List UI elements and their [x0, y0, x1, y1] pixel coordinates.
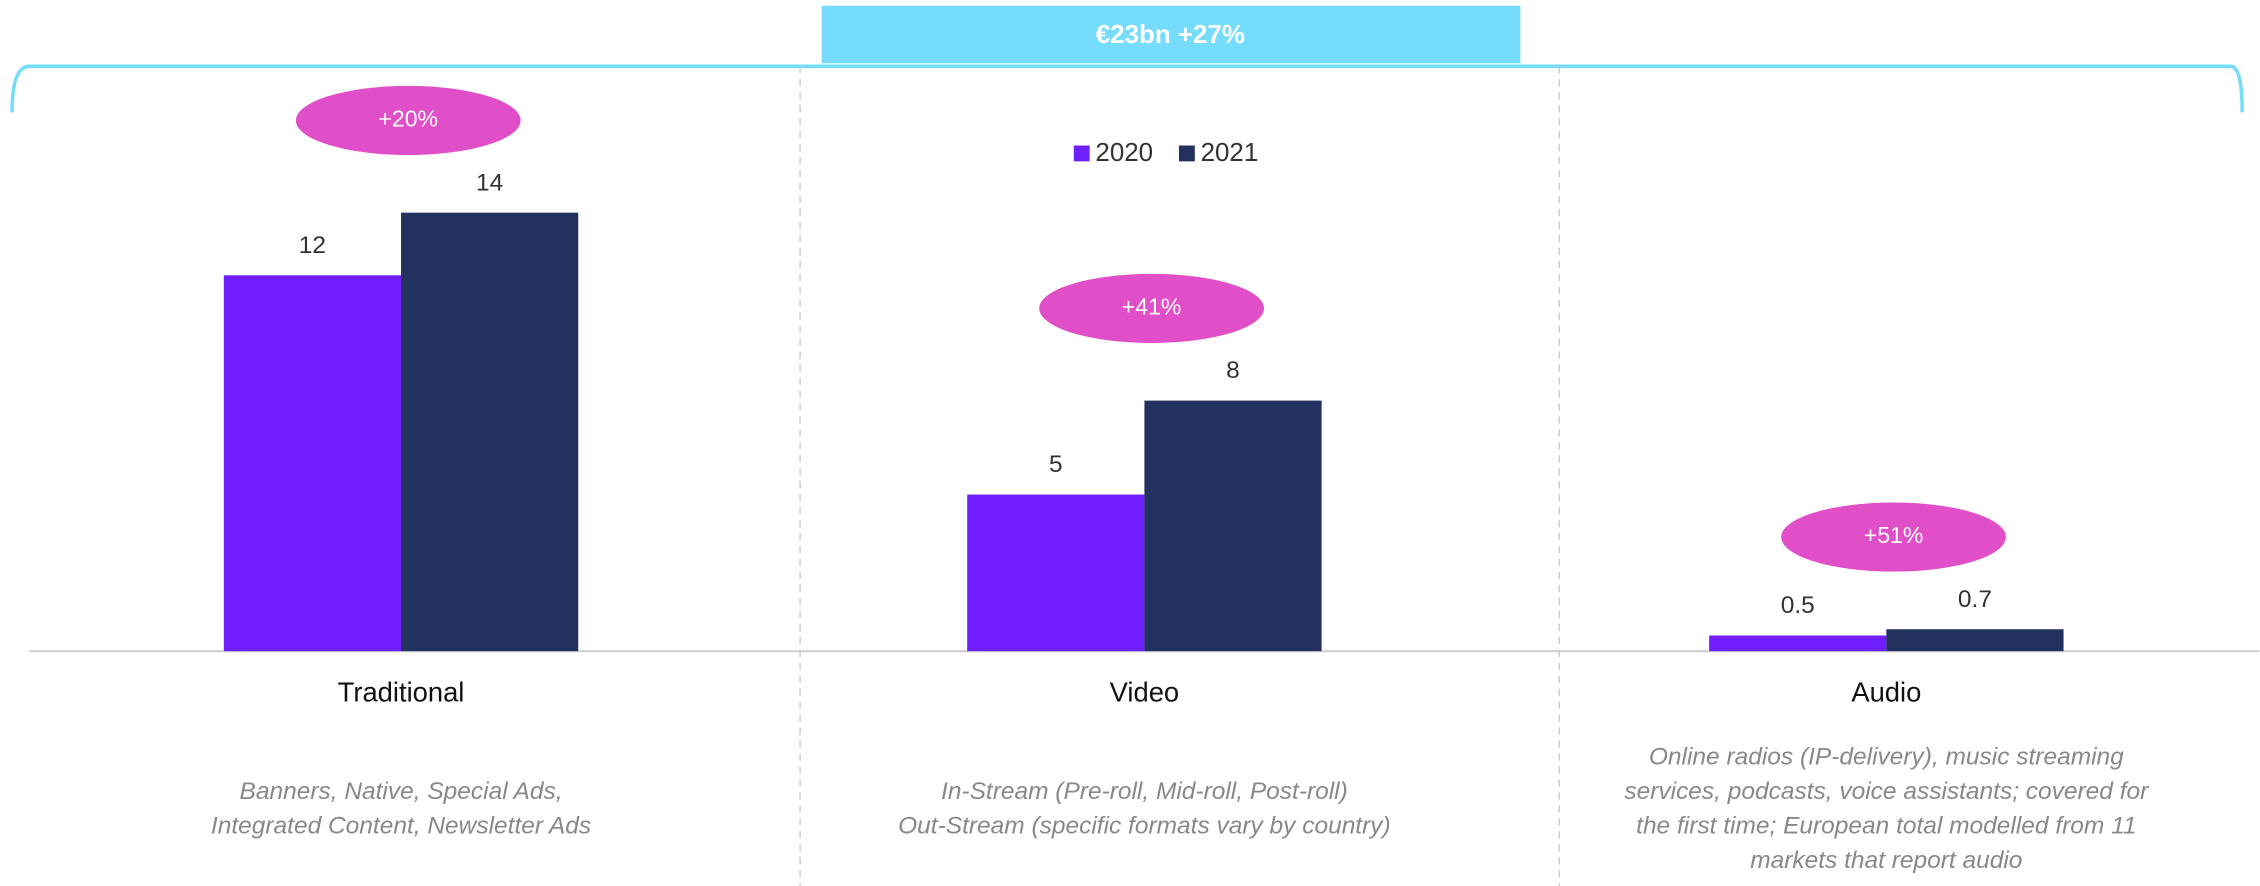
legend-label: 2020 [1095, 139, 1153, 167]
bar [967, 494, 1145, 652]
description: Out-Stream (specific formats vary by cou… [898, 812, 1391, 839]
description: Integrated Content, Newsletter Ads [211, 812, 591, 839]
description: the first time; European total modelled … [1636, 812, 2136, 839]
value-label: 14 [476, 169, 503, 196]
description: services, podcasts, voice assistants; co… [1624, 778, 2149, 805]
description: Banners, Native, Special Ads, [240, 778, 563, 805]
growth-badge [295, 85, 521, 156]
header-box [821, 5, 1521, 64]
bar [1709, 635, 1887, 652]
value-label: 8 [1226, 357, 1240, 384]
bar [1886, 629, 2064, 652]
bracket [10, 64, 2244, 113]
growth-badge [1781, 502, 2006, 572]
growth-label: +20% [378, 106, 438, 132]
bar [223, 275, 402, 652]
value-label: 0.7 [1958, 586, 1992, 613]
description: Online radios (IP-delivery), music strea… [1649, 743, 2124, 770]
legend-swatch [1178, 145, 1195, 162]
bar [1144, 400, 1322, 652]
category-label: Traditional [338, 677, 465, 708]
bar [401, 212, 579, 652]
growth-label: +41% [1122, 293, 1182, 319]
growth-badge [1039, 273, 1264, 343]
legend-label: 2021 [1201, 139, 1259, 167]
value-label: 5 [1049, 451, 1063, 478]
description: In-Stream (Pre-roll, Mid-roll, Post-roll… [941, 778, 1348, 805]
header: €23bn +27% [1096, 21, 1245, 49]
value-label: 12 [299, 232, 326, 259]
description: markets that report audio [1750, 847, 2022, 874]
legend-swatch [1073, 145, 1090, 162]
category-label: Video [1110, 677, 1179, 708]
value-label: 0.5 [1781, 592, 1815, 619]
growth-label: +51% [1864, 522, 1924, 548]
category-label: Audio [1851, 677, 1921, 708]
